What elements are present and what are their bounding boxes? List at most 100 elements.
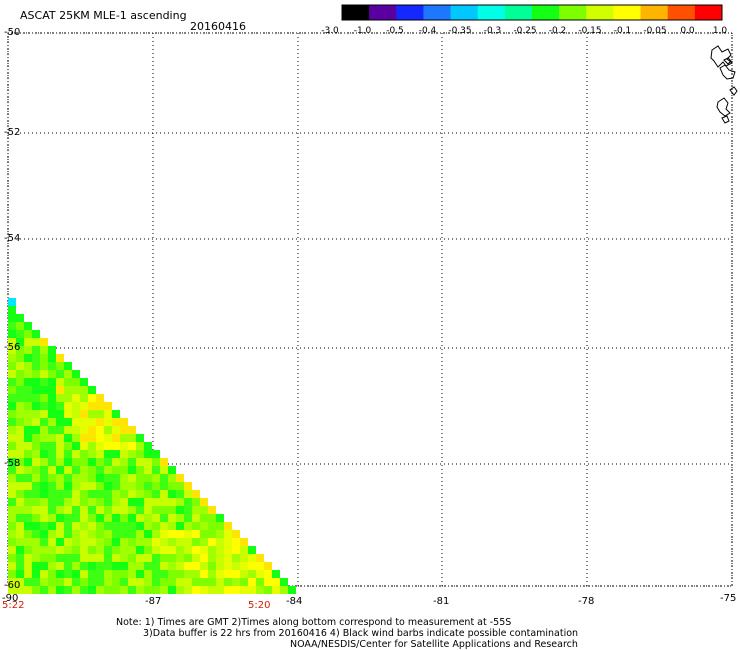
swath-cell	[184, 546, 192, 554]
swath-cell	[40, 506, 48, 514]
swath-cell	[32, 570, 40, 578]
swath-cell	[72, 498, 80, 506]
swath-cell	[56, 482, 64, 490]
swath-cell	[24, 522, 32, 530]
swath-cell	[88, 586, 96, 594]
swath-cell	[208, 530, 216, 538]
swath-cell	[16, 458, 24, 466]
swath-cell	[40, 394, 48, 402]
swath-cell	[64, 538, 72, 546]
swath-cell	[56, 490, 64, 498]
lon-label-75: -75	[720, 593, 737, 604]
colorbar-segment	[559, 5, 587, 20]
swath-cell	[80, 482, 88, 490]
swath-cell	[32, 466, 40, 474]
swath-cell	[176, 482, 184, 490]
swath-cell	[64, 426, 72, 434]
swath-cell	[72, 442, 80, 450]
swath-cell	[8, 298, 16, 306]
swath-cell	[72, 530, 80, 538]
swath-cell	[248, 578, 256, 586]
swath-cell	[56, 514, 64, 522]
swath-cell	[160, 586, 168, 594]
swath-cell	[136, 522, 144, 530]
swath-cell	[24, 370, 32, 378]
swath-cell	[224, 522, 232, 530]
swath-cell	[64, 386, 72, 394]
swath-cell	[64, 418, 72, 426]
swath-cell	[8, 546, 16, 554]
swath-cell	[48, 530, 56, 538]
swath-cell	[104, 578, 112, 586]
swath-cell	[128, 458, 136, 466]
swath-cell	[208, 522, 216, 530]
swath-cell	[128, 498, 136, 506]
swath-cell	[120, 562, 128, 570]
swath-cell	[136, 554, 144, 562]
swath-cell	[152, 578, 160, 586]
swath-cell	[144, 498, 152, 506]
swath-cell	[168, 586, 176, 594]
swath-cell	[8, 506, 16, 514]
swath-cell	[112, 498, 120, 506]
swath-cell	[128, 562, 136, 570]
swath-cell	[8, 554, 16, 562]
swath-cell	[32, 458, 40, 466]
swath-cell	[40, 362, 48, 370]
swath-cell	[152, 514, 160, 522]
swath-cell	[56, 554, 64, 562]
swath-cell	[160, 554, 168, 562]
swath-cell	[248, 554, 256, 562]
swath-cell	[24, 354, 32, 362]
swath-cell	[216, 530, 224, 538]
swath-cell	[176, 538, 184, 546]
swath-cell	[104, 538, 112, 546]
swath-cell	[152, 530, 160, 538]
swath-cell	[80, 458, 88, 466]
swath-cell	[152, 474, 160, 482]
swath-cell	[24, 338, 32, 346]
swath-cell	[128, 546, 136, 554]
time-label-middle: 5:20	[248, 600, 271, 611]
swath-cell	[216, 562, 224, 570]
swath-cell	[96, 546, 104, 554]
swath-cell	[32, 474, 40, 482]
swath-cell	[160, 466, 168, 474]
swath-cell	[200, 498, 208, 506]
swath-cell	[80, 530, 88, 538]
swath-cell	[8, 418, 16, 426]
swath-cell	[144, 514, 152, 522]
swath-cell	[8, 330, 16, 338]
swath-cell	[240, 562, 248, 570]
colorbar-segment	[694, 5, 723, 20]
swath-cell	[56, 426, 64, 434]
swath-cell	[232, 538, 240, 546]
swath-cell	[144, 570, 152, 578]
note-line-1: Note: 1) Times are GMT 2)Times along bot…	[116, 617, 512, 628]
colorbar-label: -0.3	[483, 26, 502, 36]
swath-cell	[272, 578, 280, 586]
swath-cell	[232, 530, 240, 538]
swath-cell	[56, 530, 64, 538]
swath-cell	[32, 522, 40, 530]
swath-cell	[24, 402, 32, 410]
swath-cell	[32, 402, 40, 410]
swath-cell	[200, 570, 208, 578]
swath-cell	[8, 458, 16, 466]
swath-cell	[136, 442, 144, 450]
swath-cell	[160, 530, 168, 538]
swath-cell	[128, 586, 136, 594]
swath-cell	[8, 346, 16, 354]
lon-label-81: -81	[433, 596, 450, 607]
swath-cell	[152, 498, 160, 506]
swath-cell	[72, 466, 80, 474]
colorbar-segment	[532, 5, 560, 20]
swath-cell	[184, 506, 192, 514]
swath-cell	[112, 546, 120, 554]
swath-cell	[88, 530, 96, 538]
swath-cell	[208, 562, 216, 570]
swath-cell	[40, 554, 48, 562]
swath-cell	[104, 458, 112, 466]
swath-cell	[16, 378, 24, 386]
swath-cell	[24, 426, 32, 434]
